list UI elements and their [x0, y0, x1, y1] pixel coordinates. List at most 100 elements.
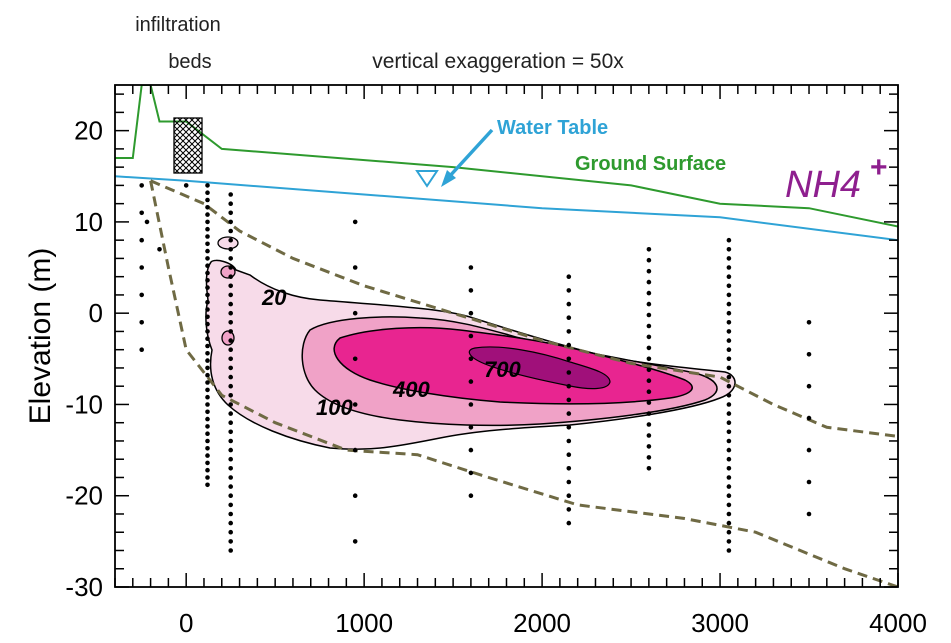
sample-point	[205, 460, 210, 466]
sample-point	[205, 343, 210, 349]
sample-point	[205, 256, 210, 261]
sample-point	[726, 466, 732, 471]
sample-point	[205, 321, 210, 327]
sample-point	[646, 345, 652, 351]
sample-point	[205, 416, 210, 422]
sample-point	[228, 429, 233, 435]
sample-point	[566, 507, 572, 512]
sample-point	[205, 314, 210, 320]
sample-point	[726, 356, 732, 362]
sample-point	[646, 433, 652, 438]
sample-point	[205, 475, 210, 480]
sample-point	[228, 456, 233, 462]
sample-point	[228, 539, 233, 544]
sample-point	[205, 387, 210, 393]
sample-point	[139, 320, 144, 325]
sample-point	[726, 520, 732, 526]
sample-point	[228, 247, 233, 252]
sample-point	[228, 356, 233, 362]
sample-point	[228, 256, 233, 261]
sample-point	[726, 338, 732, 343]
sample-point	[726, 475, 732, 480]
sample-point	[566, 397, 572, 403]
sample-point	[205, 424, 210, 429]
sample-point	[646, 279, 652, 285]
sample-point	[205, 358, 210, 363]
sample-point	[566, 411, 572, 416]
sample-point	[205, 438, 210, 444]
sample-point	[228, 274, 233, 280]
sample-point	[228, 402, 233, 407]
sample-point	[228, 475, 233, 480]
sample-point	[228, 466, 233, 471]
sample-point	[646, 466, 652, 471]
sample-point	[726, 493, 732, 499]
sample-point	[205, 351, 210, 356]
sample-point	[646, 356, 652, 362]
sample-point	[205, 453, 210, 458]
sample-point	[726, 393, 732, 398]
sample-point	[205, 409, 210, 415]
sample-point	[228, 493, 233, 499]
nh4-plume	[205, 236, 736, 450]
sample-point	[566, 356, 572, 362]
sample-point	[228, 502, 233, 508]
contour-20-lobe	[217, 236, 239, 250]
sample-point	[726, 529, 732, 535]
sample-point	[205, 183, 210, 188]
x-tick-label: 0	[179, 608, 193, 638]
sample-point	[205, 263, 210, 269]
water-table-marker-icon	[415, 170, 439, 188]
sample-point	[139, 237, 144, 243]
sample-point	[205, 292, 210, 298]
sample-point	[228, 374, 233, 380]
sample-point	[806, 479, 812, 485]
sample-point	[228, 383, 233, 389]
sample-point	[205, 402, 210, 407]
sample-point	[566, 438, 572, 444]
sample-point	[566, 342, 572, 348]
sample-point	[566, 466, 572, 471]
water-table-arrow-icon	[446, 128, 494, 180]
sample-point	[468, 470, 474, 476]
sample-point	[726, 539, 732, 544]
y-tick-label: 20	[74, 116, 103, 146]
sample-point	[726, 402, 732, 407]
sample-point	[468, 333, 474, 339]
sample-point	[726, 237, 732, 243]
sample-point	[566, 425, 572, 430]
sample-point	[157, 247, 162, 252]
sample-point	[205, 234, 210, 239]
sample-point	[726, 429, 732, 435]
sample-point	[205, 365, 210, 371]
sample-point	[726, 256, 732, 261]
sample-point	[228, 310, 233, 316]
sample-point	[228, 338, 233, 343]
sample-point	[228, 283, 233, 289]
water-table-label: Water Table	[497, 117, 608, 139]
sample-point	[205, 307, 210, 312]
sample-point	[468, 356, 474, 362]
sample-point	[566, 370, 572, 375]
sample-point	[726, 320, 732, 325]
sample-point	[228, 329, 233, 334]
sample-point	[726, 411, 732, 416]
sample-point	[468, 379, 474, 384]
sampling-boundary-upper-line	[150, 179, 898, 438]
sample-point	[566, 301, 572, 307]
sample-point	[646, 400, 652, 405]
sample-point	[228, 219, 233, 225]
sample-point	[646, 378, 652, 384]
sample-point	[228, 265, 233, 270]
sample-point	[726, 383, 732, 389]
sample-point	[352, 356, 358, 362]
sample-point	[726, 438, 732, 444]
sample-point	[228, 347, 233, 353]
sample-point	[139, 265, 144, 270]
sample-point	[228, 292, 233, 298]
contour-label-700: 700	[484, 357, 521, 382]
sample-point	[468, 402, 474, 407]
contour-label-400: 400	[392, 377, 430, 402]
sample-point	[806, 447, 812, 453]
sample-point	[139, 210, 144, 216]
